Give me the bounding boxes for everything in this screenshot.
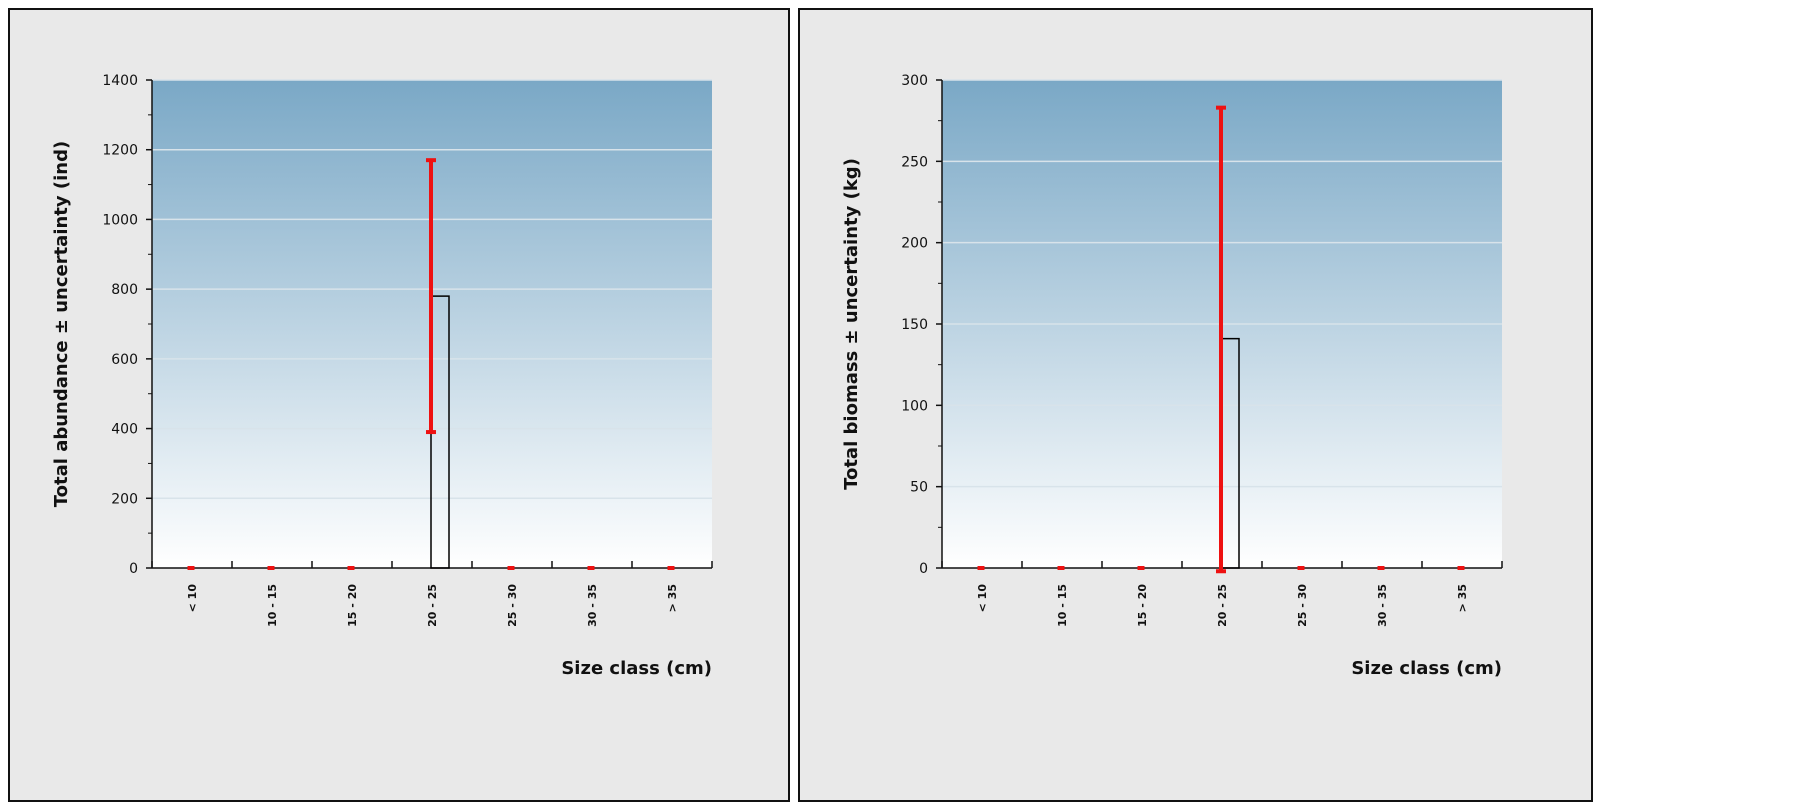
- y-tick-label: 150: [901, 317, 928, 333]
- error-marker-zero: [1377, 566, 1385, 570]
- error-marker-zero: [587, 566, 595, 570]
- y-axis-title: Total biomass ± uncertainty (kg): [841, 158, 862, 490]
- x-tick-label: > 35: [666, 584, 679, 612]
- y-tick-label: 200: [111, 491, 138, 507]
- y-tick-label: 0: [129, 561, 138, 577]
- abundance-chart-panel: 0 200 400 600 800 1000 1200 1400 < 10 10 - 15 15 -…: [8, 8, 790, 802]
- x-tick-label: 15 - 20: [346, 584, 359, 627]
- y-tick-label: 1200: [102, 143, 138, 159]
- y-axis-title: Total abundance ± uncertainty (ind): [51, 141, 72, 508]
- biomass-chart-panel: 0 50 100 150 200 250 300 < 10 10 - 15 15 - 20 20 -…: [798, 8, 1593, 802]
- y-tick-label: 400: [111, 422, 138, 438]
- x-tick-label: 20 - 25: [1216, 584, 1229, 627]
- x-tick-label: 30 - 35: [586, 584, 599, 627]
- error-marker-zero: [267, 566, 275, 570]
- error-marker-zero: [667, 566, 675, 570]
- x-tick-label: 10 - 15: [1056, 584, 1069, 627]
- x-tick-label: 25 - 30: [1296, 584, 1309, 627]
- y-tick-label: 600: [111, 352, 138, 368]
- biomass-chart: 0 50 100 150 200 250 300 < 10 10 - 15 15 - 20 20 -…: [841, 73, 1503, 679]
- y-tick-label: 50: [910, 480, 928, 496]
- y-tick-label: 1400: [102, 73, 138, 89]
- bar: [1220, 337, 1240, 569]
- y-tick-label: 1000: [102, 212, 138, 228]
- y-tick-label: 300: [901, 73, 928, 89]
- error-marker-zero: [1457, 566, 1465, 570]
- x-tick-label: 15 - 20: [1136, 584, 1149, 627]
- y-tick-label: 200: [901, 236, 928, 252]
- error-marker-zero: [977, 566, 985, 570]
- x-tick-label: 25 - 30: [506, 584, 519, 627]
- y-tick-label: 800: [111, 282, 138, 298]
- y-tick-label: 100: [901, 398, 928, 414]
- y-tick-label: 250: [901, 154, 928, 170]
- x-axis-title: Size class (cm): [1351, 658, 1502, 679]
- error-marker-zero: [507, 566, 515, 570]
- abundance-chart: 0 200 400 600 800 1000 1200 1400 < 10 10 - 15 15 -…: [51, 73, 713, 679]
- error-marker-zero: [347, 566, 355, 570]
- error-marker-zero: [187, 566, 195, 570]
- error-marker-zero: [1137, 566, 1145, 570]
- error-marker-zero: [1297, 566, 1305, 570]
- x-tick-label: 20 - 25: [426, 584, 439, 627]
- y-tick-label: 0: [919, 561, 928, 577]
- x-tick-label: < 10: [186, 584, 199, 613]
- error-marker-zero: [1057, 566, 1065, 570]
- x-axis-title: Size class (cm): [561, 658, 712, 679]
- x-tick-label: < 10: [976, 584, 989, 613]
- x-tick-label: 10 - 15: [266, 584, 279, 627]
- x-tick-label: > 35: [1456, 584, 1469, 612]
- x-tick-label: 30 - 35: [1376, 584, 1389, 627]
